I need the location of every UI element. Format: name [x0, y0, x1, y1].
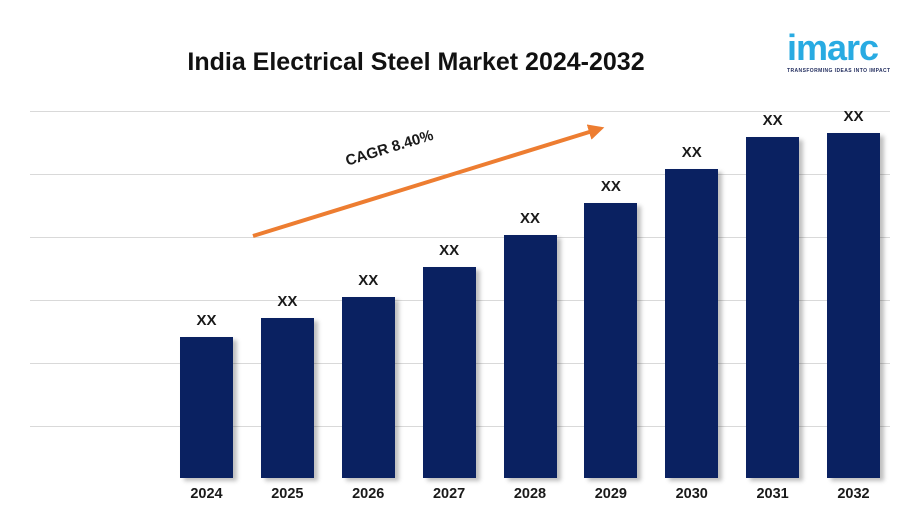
bar	[180, 337, 233, 478]
bar	[665, 169, 719, 478]
bar-value-label: XX	[277, 293, 298, 310]
bar	[584, 203, 638, 478]
bar	[827, 133, 880, 478]
bar-column: XX 2027	[422, 242, 476, 502]
bar-column: XX 2031	[746, 112, 800, 502]
year-label: 2030	[675, 486, 708, 502]
year-label: 2027	[432, 486, 466, 502]
bar-column: XX 2030	[665, 144, 719, 502]
bar-value-label: XX	[762, 112, 783, 129]
logo-wordmark: imarc	[787, 27, 879, 68]
bar-value-label: XX	[439, 242, 460, 259]
bar	[260, 318, 314, 478]
bar-value-label: XX	[358, 272, 379, 289]
year-label: 2028	[513, 486, 547, 502]
logo-tagline: TRANSFORMING IDEAS INTO IMPACT	[787, 68, 891, 75]
year-label: 2032	[837, 486, 870, 502]
bar-value-label: XX	[843, 108, 864, 125]
bar-column: XX 2024	[180, 312, 233, 502]
bar-value-label: XX	[681, 144, 702, 161]
bar	[422, 267, 476, 478]
year-label: 2029	[594, 486, 627, 502]
bar-column: XX 2026	[341, 272, 395, 502]
year-label: 2025	[271, 486, 304, 502]
bar-column: XX 2032	[827, 108, 880, 502]
bar-column: XX 2025	[260, 293, 314, 502]
bar-column: XX 2028	[503, 210, 557, 502]
imarc-logo: imarc TRANSFORMING IDEAS INTO IMPACT	[787, 27, 893, 75]
bar	[503, 235, 557, 478]
bar-column: XX 2029	[584, 178, 638, 502]
bar	[746, 137, 800, 478]
page-title: India Electrical Steel Market 2024-2032	[187, 48, 645, 76]
bars-row: XX 2024 XX 2025 XX 2026 XX 2027 XX 2028 XX 2029 XX 20…	[180, 108, 880, 502]
year-label: 2026	[352, 486, 385, 502]
bar-value-label: XX	[196, 312, 217, 329]
bar	[341, 297, 395, 478]
year-label: 2024	[190, 486, 223, 502]
bar-value-label: XX	[519, 210, 540, 227]
year-label: 2031	[756, 486, 789, 502]
bar-value-label: XX	[600, 178, 621, 195]
